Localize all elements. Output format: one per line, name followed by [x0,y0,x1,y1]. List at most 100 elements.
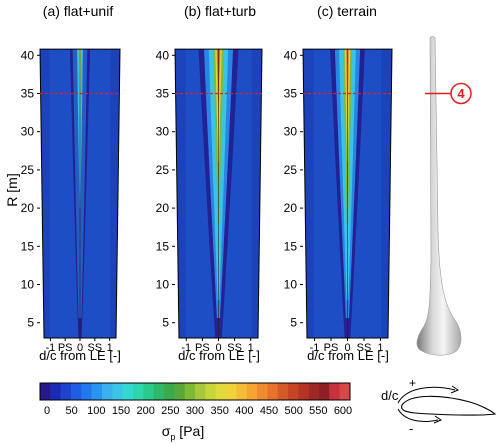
y-tick-label: 40 [156,48,170,62]
airfoil-plus-label: + [409,376,416,390]
colorbar-swatch [50,383,62,400]
field-edge-left [175,49,186,339]
colorbar-tick-label: 300 [186,405,204,417]
x-tick-label: PS [58,342,73,354]
colorbar-tick-label: 400 [235,405,253,417]
x-tick-label: SS [227,342,242,354]
colorbar-tick-label: 150 [112,405,130,417]
y-tick-label: 35 [284,86,298,100]
colorbar-swatch [153,383,165,400]
y-tick-label: 35 [21,86,35,100]
panel-frame [174,48,263,339]
panel-c-title: (c) terrain [317,3,377,19]
colorbar-tick-label: 100 [87,405,105,417]
colorbar-swatch [339,383,351,400]
y-tick-label: 15 [284,239,298,253]
section-marker: 4 [425,82,472,105]
colorbar-tick-label: 500 [284,405,302,417]
colorbar-swatch [288,383,299,400]
colorbar-tick-label: 550 [309,405,327,417]
y-tick-label: 5 [162,316,169,330]
x-tick-label: 0 [344,342,350,354]
colorbar-swatch [164,383,175,400]
airfoil-sketch: d/c + - [381,376,497,436]
x-axis-label-b: d/c from LE [-] [178,348,260,363]
field-edge-right [110,49,120,339]
colorbar-swatch [60,383,72,400]
y-tick-label: 20 [284,201,298,215]
x-tick-label: SS [87,342,102,354]
x-tick-label: 1 [377,342,383,354]
x-tick-label: PS [195,342,210,354]
y-tick-label: 25 [21,163,35,177]
colorbar-swatch [122,383,134,400]
y-tick-label: 40 [21,48,35,62]
y-axis-label: R [m] [4,173,20,206]
panel-a-title: (a) flat+unif [43,3,114,19]
colorbar-swatch [205,383,217,400]
colorbar-label-unit: [Pa] [175,423,204,439]
field-edge-left [40,49,50,339]
colorbar-swatch [246,383,258,400]
x-axis-label-c: d/c from LE [-] [307,348,389,363]
airfoil-minus-label: - [409,421,413,436]
panel-c: 5 10 15 20 25 30 35 40 -1 PS 0 SS 1 [284,48,393,354]
colorbar-tick-label: 350 [210,405,228,417]
colorbar-swatch [329,383,341,400]
x-tick-label: -1 [181,342,191,354]
panel-b-title: (b) flat+turb [184,3,256,19]
colorbar-tick-label: 250 [161,405,179,417]
panel-frame [302,48,393,339]
field-edge-right [251,49,262,339]
x-tick-label: 1 [107,342,113,354]
panel-frame [39,48,121,339]
y-tick-label: 10 [156,278,170,292]
colorbar-swatch [308,383,320,400]
field-edge-left [303,49,314,339]
colorbar-frame [39,382,351,401]
contour-field [175,49,262,339]
y-tick-label: 5 [290,316,297,330]
x-tick-label: 0 [215,342,221,354]
panel-b: 5 10 15 20 25 30 35 40 -1 PS 0 SS 1 [156,48,263,354]
y-tick-label: 30 [21,125,35,139]
y-tick-label: 30 [284,125,298,139]
colorbar-swatch [267,383,279,400]
colorbar-swatch [143,383,155,400]
y-tick-label: 35 [156,86,170,100]
contour-field [40,49,120,339]
colorbar-swatch [215,383,227,400]
contour-field [303,49,392,339]
colorbar-swatch [40,383,51,400]
x-tick-label: -1 [310,342,320,354]
section-marker-label: 4 [457,86,465,101]
colorbar-swatch [91,383,103,400]
colorbar-label-symbol: σ [162,423,171,439]
x-tick-label: SS [357,342,372,354]
colorbar-tick-label: 600 [334,405,352,417]
y-tick-label: 30 [156,125,170,139]
y-tick-label: 15 [156,239,170,253]
airfoil-label: d/c [381,388,399,403]
x-tick-label: 0 [77,342,83,354]
x-axis-label-a: d/c from LE [-] [39,348,121,363]
y-tick-label: 25 [156,163,170,177]
colorbar-swatch [298,383,310,400]
x-tick-label: PS [324,342,339,354]
y-tick-label: 10 [21,278,35,292]
colorbar-swatch [277,383,289,400]
colorbar-swatch [71,383,82,400]
y-tick-label: 10 [284,278,298,292]
y-tick-label: 25 [284,163,298,177]
blade-sketch [416,36,462,356]
colorbar-tick-label: 450 [260,405,278,417]
y-tick-label: 20 [21,201,35,215]
colorbar-swatch [195,383,206,400]
colorbar-swatch [226,383,237,400]
x-tick-label: 1 [248,342,254,354]
x-tick-label: -1 [45,342,55,354]
colorbar-swatch [102,383,113,400]
y-tick-label: 20 [156,201,170,215]
colorbar-swatch [257,383,268,400]
panel-a: 5 10 15 20 25 30 35 40 -1 PS 0 SS 1 [21,48,121,354]
